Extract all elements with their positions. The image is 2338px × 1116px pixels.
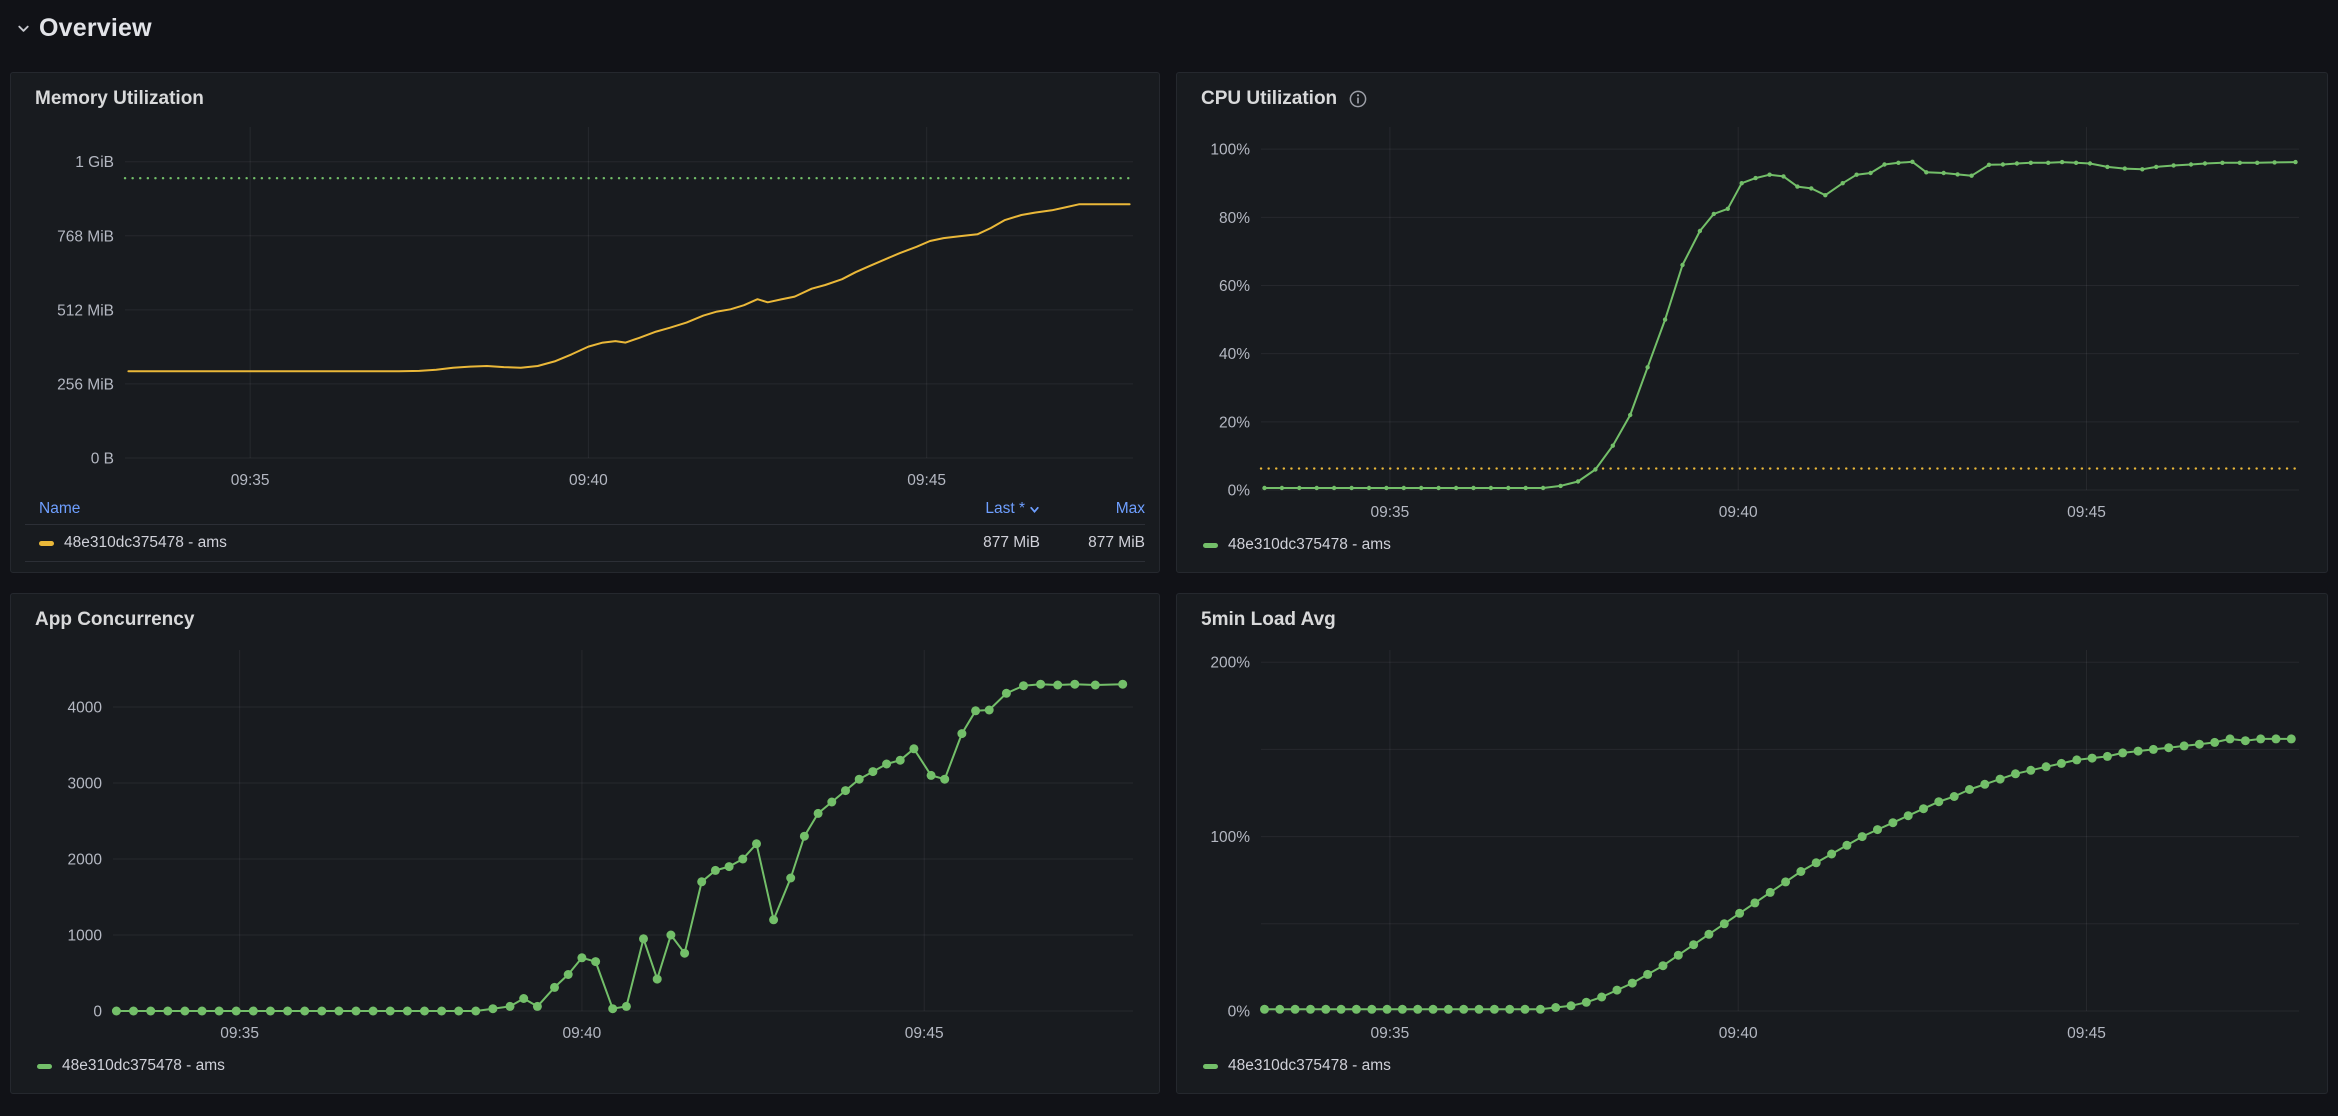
svg-text:256 MiB: 256 MiB <box>57 376 114 393</box>
svg-text:100%: 100% <box>1210 829 1250 846</box>
svg-text:4000: 4000 <box>68 700 103 717</box>
svg-text:09:35: 09:35 <box>220 1025 259 1042</box>
panel-header[interactable]: Memory Utilization <box>23 81 1147 117</box>
legend-header-max[interactable]: Max <box>1040 500 1145 518</box>
panel-title: 5min Load Avg <box>1201 609 1336 630</box>
row-title: Overview <box>39 14 152 42</box>
panel-header[interactable]: 5min Load Avg <box>1189 602 2315 638</box>
series-name: 48e310dc375478 - ams <box>1228 1057 1391 1074</box>
memory-plot[interactable]: 0 B 256 MiB 512 MiB 768 MiB 1 GiB 09:35 09:40 0… <box>23 117 1147 494</box>
svg-text:20%: 20% <box>1219 414 1250 431</box>
info-icon[interactable] <box>1349 90 1367 108</box>
series-color-swatch <box>39 540 54 546</box>
series-last-value: 877 MiB <box>983 534 1040 551</box>
series-name: 48e310dc375478 - ams <box>1228 536 1391 553</box>
svg-text:09:45: 09:45 <box>905 1025 944 1042</box>
svg-text:09:40: 09:40 <box>569 472 608 489</box>
svg-text:80%: 80% <box>1219 210 1250 227</box>
svg-text:0 B: 0 B <box>91 451 114 468</box>
legend-series[interactable]: 48e310dc375478 - ams <box>23 1047 1147 1085</box>
svg-text:200%: 200% <box>1210 655 1250 672</box>
chevron-down-icon <box>18 25 29 32</box>
cpu-chart[interactable]: 0% 20% 40% 60% 80% 100% 09:35 09:40 09:45 <box>1189 117 2315 526</box>
svg-text:1 GiB: 1 GiB <box>75 154 114 171</box>
series-color-swatch <box>1203 1063 1218 1069</box>
svg-text:09:40: 09:40 <box>1719 1025 1758 1042</box>
svg-text:09:45: 09:45 <box>2067 504 2106 521</box>
row-header-overview[interactable]: Overview <box>16 14 152 43</box>
svg-text:100%: 100% <box>1210 142 1250 159</box>
panel-app-concurrency: App Concurrency 0 1000 2000 3000 4000 09:35 09… <box>10 593 1160 1094</box>
legend-header-name-label: Name <box>39 500 81 517</box>
series-max-value: 877 MiB <box>1088 534 1145 551</box>
series-color-swatch <box>1203 542 1218 548</box>
svg-text:09:40: 09:40 <box>563 1025 602 1042</box>
panel-title: Memory Utilization <box>35 88 204 109</box>
app-concurrency-chart[interactable]: 0 1000 2000 3000 4000 09:35 09:40 09:45 <box>23 638 1147 1047</box>
legend-header-max-label: Max <box>1115 500 1145 517</box>
svg-text:09:35: 09:35 <box>1370 1025 1409 1042</box>
legend-table-header: Name Last * Max <box>25 494 1145 525</box>
svg-text:0%: 0% <box>1228 483 1251 500</box>
memory-chart[interactable]: 0 B 256 MiB 512 MiB 768 MiB 1 GiB 09:35 09:40 0… <box>23 117 1147 494</box>
panel-title: CPU Utilization <box>1201 88 1338 109</box>
svg-text:09:45: 09:45 <box>907 472 946 489</box>
panel-memory-utilization: Memory Utilization 0 B 256 MiB 512 MiB 768 … <box>10 72 1160 573</box>
panel-header[interactable]: App Concurrency <box>23 602 1147 638</box>
svg-text:60%: 60% <box>1219 278 1250 295</box>
chevron-down-icon <box>1030 506 1039 513</box>
svg-text:0: 0 <box>93 1004 102 1021</box>
svg-text:512 MiB: 512 MiB <box>57 302 114 319</box>
legend-header-last-label: Last * <box>985 500 1025 517</box>
svg-text:2000: 2000 <box>68 852 103 869</box>
series-color-swatch <box>37 1063 52 1069</box>
series-name: 48e310dc375478 - ams <box>64 534 227 551</box>
panel-5min-load-avg: 5min Load Avg 0% 100% 200% 09:35 09:40 09:45 … <box>1176 593 2328 1094</box>
legend-series[interactable]: 48e310dc375478 - ams <box>25 534 905 552</box>
load-plot[interactable]: 0% 100% 200% 09:35 09:40 09:45 <box>1189 638 2315 1047</box>
cpu-plot[interactable]: 0% 20% 40% 60% 80% 100% 09:35 09:40 09:45 <box>1189 117 2315 526</box>
svg-text:0%: 0% <box>1228 1004 1251 1021</box>
legend-row: 48e310dc375478 - ams 877 MiB 877 MiB <box>25 525 1145 562</box>
panel-cpu-utilization: CPU Utilization 0% 20% 40% 60% 80% 100% 09:35 0… <box>1176 72 2328 573</box>
legend-series[interactable]: 48e310dc375478 - ams <box>1189 1047 2315 1085</box>
panel-title: App Concurrency <box>35 609 195 630</box>
series-name: 48e310dc375478 - ams <box>62 1057 225 1074</box>
legend-header-last[interactable]: Last * <box>905 500 1040 518</box>
svg-text:09:40: 09:40 <box>1719 504 1758 521</box>
svg-text:09:35: 09:35 <box>1370 504 1409 521</box>
svg-text:40%: 40% <box>1219 346 1250 363</box>
svg-text:09:45: 09:45 <box>2067 1025 2106 1042</box>
legend-header-name[interactable]: Name <box>25 500 905 518</box>
svg-text:3000: 3000 <box>68 776 103 793</box>
legend-series[interactable]: 48e310dc375478 - ams <box>1189 526 2315 564</box>
svg-text:1000: 1000 <box>68 928 103 945</box>
svg-text:768 MiB: 768 MiB <box>57 228 114 245</box>
legend-table: Name Last * Max 48e310dc375478 - ams 877… <box>25 494 1145 562</box>
panel-header[interactable]: CPU Utilization <box>1189 81 2315 117</box>
concurrency-plot[interactable]: 0 1000 2000 3000 4000 09:35 09:40 09:45 <box>23 638 1147 1047</box>
load-avg-chart[interactable]: 0% 100% 200% 09:35 09:40 09:45 <box>1189 638 2315 1047</box>
svg-text:09:35: 09:35 <box>231 472 270 489</box>
